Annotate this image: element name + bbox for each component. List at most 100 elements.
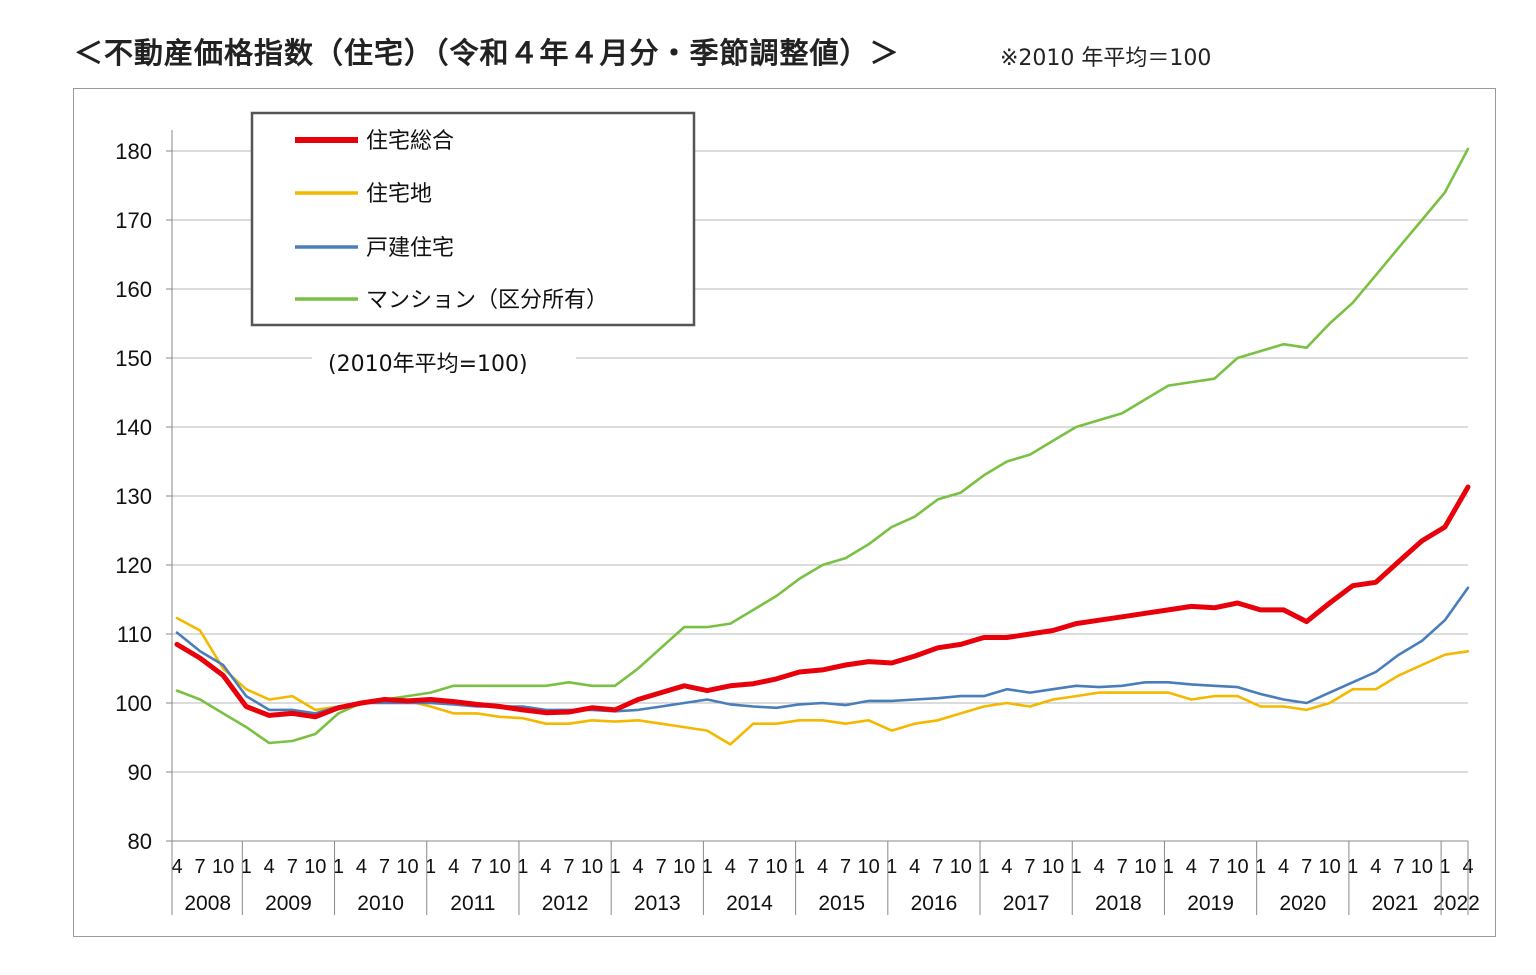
y-tick-label: 160 (115, 277, 152, 302)
x-month-tick: 4 (171, 856, 182, 878)
x-year-label: 2010 (357, 892, 404, 915)
x-month-tick: 1 (702, 856, 713, 878)
x-month-tick: 7 (471, 856, 482, 878)
x-year-label: 2018 (1095, 892, 1142, 915)
series-lines (174, 147, 1471, 746)
x-month-tick: 7 (748, 856, 759, 878)
page-title: ＜不動産価格指数（住宅）（令和４年４月分・季節調整値）＞ (74, 36, 900, 70)
y-axis: 80 90 100 110 120 130 140 150 160 170 180 (115, 130, 173, 854)
x-year-label: 2017 (1003, 892, 1050, 915)
x-year-label: 2016 (911, 892, 958, 915)
x-month-tick: 1 (886, 856, 897, 878)
x-month-tick: 4 (448, 856, 459, 878)
x-month-tick: 4 (1186, 856, 1197, 878)
chart-frame (73, 88, 1496, 937)
x-month-tick: 7 (1393, 856, 1404, 878)
y-tick-label: 100 (115, 691, 152, 716)
x-month-tick: 1 (1255, 856, 1266, 878)
legend-label-1: 住宅総合 (366, 129, 454, 154)
x-month-tick: 10 (304, 856, 326, 878)
x-year-label: 2008 (184, 892, 231, 915)
index-base-note: ※2010 年平均＝100 (1000, 46, 1212, 71)
series-line-3 (175, 586, 1470, 715)
x-month-tick: 1 (1163, 856, 1174, 878)
y-tick-label: 90 (128, 760, 152, 785)
x-month-tick: 7 (1209, 856, 1220, 878)
y-tick-label: 110 (117, 622, 152, 647)
x-month-tick: 1 (978, 856, 989, 878)
x-month-tick: 10 (1134, 856, 1156, 878)
x-month-tick: 4 (909, 856, 920, 878)
y-tick-label: 170 (115, 208, 152, 233)
x-month-tick: 10 (1042, 856, 1064, 878)
y-tick-label: 120 (115, 553, 152, 578)
x-month-tick: 1 (794, 856, 805, 878)
x-month-tick: 10 (1319, 856, 1341, 878)
x-month-tick: 4 (1001, 856, 1012, 878)
x-month-tick: 10 (581, 856, 603, 878)
x-month-tick: 7 (379, 856, 390, 878)
x-month-tick: 10 (1226, 856, 1248, 878)
x-month-tick: 1 (1071, 856, 1082, 878)
y-tick-label: 150 (115, 346, 152, 371)
x-month-tick: 1 (1347, 856, 1358, 878)
x-year-label: 2021 (1372, 892, 1419, 915)
x-month-tick: 1 (1439, 856, 1450, 878)
x-month-tick: 7 (932, 856, 943, 878)
x-month-tick: 4 (1278, 856, 1289, 878)
x-month-tick: 7 (287, 856, 298, 878)
x-month-tick: 7 (563, 856, 574, 878)
x-month-tick: 4 (817, 856, 828, 878)
series-line-2 (175, 616, 1470, 746)
x-year-label: 2012 (542, 892, 589, 915)
x-month-tick: 10 (212, 856, 234, 878)
x-month-tick: 7 (840, 856, 851, 878)
x-year-label: 2019 (1187, 892, 1234, 915)
x-month-tick: 4 (725, 856, 736, 878)
x-year-label: 2020 (1279, 892, 1326, 915)
y-tick-label: 180 (115, 139, 152, 164)
x-month-tick: 4 (1094, 856, 1105, 878)
x-year-label: 2011 (450, 892, 495, 915)
x-month-tick: 4 (356, 856, 367, 878)
series-line-1 (174, 484, 1471, 720)
x-year-label: 2013 (634, 892, 681, 915)
legend-box (250, 111, 696, 327)
x-month-tick: 4 (1370, 856, 1381, 878)
x-month-tick: 1 (241, 856, 252, 878)
basis-note: (2010年平均=100) (328, 352, 528, 377)
legend-label-4: マンション（区分所有） (366, 288, 608, 313)
x-month-tick: 10 (489, 856, 511, 878)
x-month-tick: 10 (857, 856, 879, 878)
x-month-tick: 10 (950, 856, 972, 878)
y-tick-label: 80 (128, 829, 152, 854)
x-month-tick: 4 (633, 856, 644, 878)
basis-note-background (312, 348, 576, 378)
x-month-tick: 10 (765, 856, 787, 878)
x-month-tick: 10 (1411, 856, 1433, 878)
y-tick-label: 140 (115, 415, 152, 440)
x-month-tick: 7 (1301, 856, 1312, 878)
y-tick-label: 130 (115, 484, 152, 509)
x-month-tick: 7 (1117, 856, 1128, 878)
x-month-tick: 4 (540, 856, 551, 878)
x-month-tick: 10 (396, 856, 418, 878)
x-month-tick: 1 (425, 856, 436, 878)
legend-label-2: 住宅地 (366, 182, 432, 207)
x-year-label: 2015 (818, 892, 865, 915)
x-month-tick: 4 (264, 856, 275, 878)
x-month-tick: 1 (333, 856, 344, 878)
x-month-tick: 7 (1024, 856, 1035, 878)
x-year-label: 2014 (726, 892, 773, 915)
x-axis: 4 7 10 1 4 7 10 1 4 7 10 1 4 7 10 1 4 7 10 1 4 7 10 1 4 7 10 1 4 7 10 1… (171, 840, 1480, 915)
x-year-label: 2009 (265, 892, 312, 915)
x-year-label: 2022 (1433, 892, 1480, 915)
x-month-tick: 1 (609, 856, 620, 878)
legend-label-3: 戸建住宅 (366, 236, 454, 261)
x-month-tick: 7 (194, 856, 205, 878)
x-month-tick: 7 (656, 856, 667, 878)
x-month-tick: 1 (517, 856, 528, 878)
x-month-tick: 10 (673, 856, 695, 878)
